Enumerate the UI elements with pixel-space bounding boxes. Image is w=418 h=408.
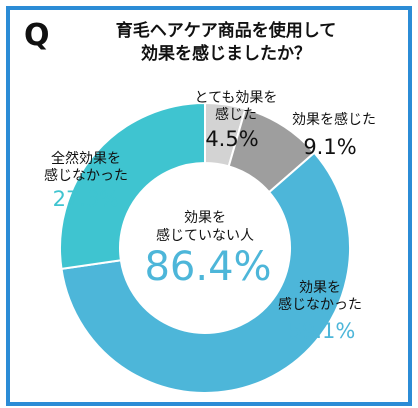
question-mark-label: Q <box>24 18 50 53</box>
slice-3-label-line-1: 効果を <box>299 280 341 296</box>
slice-2-label-line-1: 効果を感じた <box>292 111 376 128</box>
slice-3-value-line-1: 59.1% <box>289 319 356 343</box>
slice-3-label-line-2: 感じなかった <box>278 296 362 313</box>
donut-slice-4 <box>59 101 206 271</box>
slice-4-label-line-2: 感じなかった <box>44 167 128 184</box>
slice-1-label-line-2: 感じた <box>215 106 257 123</box>
title-line-2: 効果を感じましたか？ <box>141 44 311 64</box>
slice-1-value-line-1: 4.5% <box>205 127 258 151</box>
center-label-line-1: 効果を <box>184 210 226 226</box>
slice-4-label-line-1: 全然効果を <box>51 150 121 167</box>
slice-1-label-line-1: とても効果を <box>195 90 278 106</box>
slice-4-value-line-1: 27.3% <box>53 187 120 211</box>
donut-slice-3 <box>60 151 351 394</box>
chart-title: 育毛ヘアケア商品を使用して 効果を感じましたか？ <box>76 20 376 66</box>
center-label-line-2: 感じていない人 <box>156 227 254 244</box>
slice-2-value-line-1: 9.1% <box>303 135 356 159</box>
title-line-1: 育毛ヘアケア商品を使用して <box>115 21 337 41</box>
center-value-line-1: 86.4% <box>144 244 271 290</box>
